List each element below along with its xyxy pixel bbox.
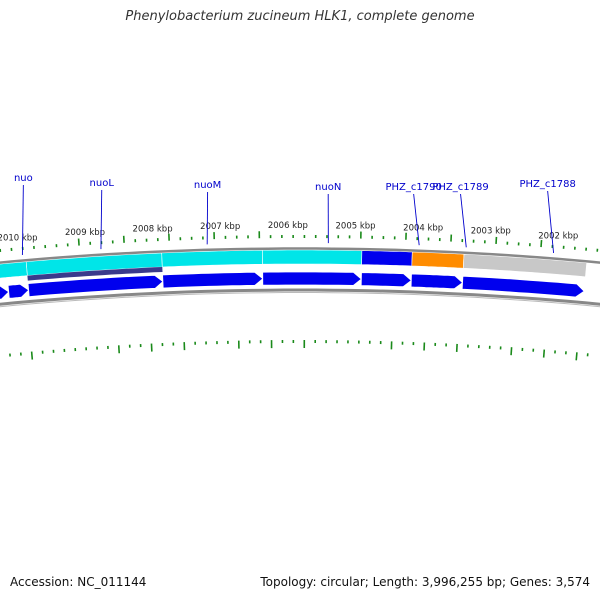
- kbp-label: 2004 kbp: [403, 223, 443, 233]
- kbp-label: 2007 kbp: [200, 222, 240, 232]
- outer-track-segment: [262, 249, 363, 265]
- gene-label: nuoM: [194, 180, 221, 191]
- outer-track-segment: [462, 253, 588, 278]
- gene-label-leader: [413, 193, 420, 246]
- gene-arrow: [162, 271, 264, 289]
- kbp-label: 2006 kbp: [268, 221, 308, 231]
- gene-label-leader: [547, 190, 555, 254]
- gene-arrow: [461, 275, 585, 298]
- gene-label-leader: [21, 184, 24, 256]
- gene-arrow: [262, 271, 362, 286]
- backbone: [0, 247, 600, 308]
- inner-underlay: [27, 267, 163, 281]
- outer-track-segment: [361, 250, 413, 267]
- underlay-segment: [27, 267, 163, 281]
- accession-text: Accession: NC_011144: [10, 575, 147, 589]
- kbp-label: 2003 kbp: [471, 227, 511, 237]
- kbp-label: 2005 kbp: [336, 221, 376, 231]
- outer-track-segment: [411, 251, 465, 269]
- gene-arrow: [410, 273, 464, 290]
- gc-tick: [575, 352, 578, 361]
- gc-tick: [540, 239, 543, 248]
- kbp-label: 2002 kbp: [538, 231, 578, 241]
- gc-tick: [510, 347, 513, 356]
- gene-arrow: [27, 274, 164, 298]
- map-title: Phenylobacterium zucineum HLK1, complete…: [125, 9, 475, 24]
- kbp-label: 2009 kbp: [65, 228, 105, 238]
- gene-label-leader: [460, 193, 467, 248]
- topology-text: Topology: circular; Length: 3,996,255 bp…: [260, 575, 590, 589]
- outer-track: [0, 249, 588, 279]
- kbp-labels: 2010 kbp 2009 kbp 2008 kbp 2007 kbp 2006 kbp…: [0, 221, 578, 243]
- gc-skew-ticks: [0, 231, 599, 361]
- kbp-label: 2008 kbp: [133, 224, 173, 234]
- gene-label: PHZ_c1790: [385, 182, 441, 193]
- outer-track-segment: [161, 249, 263, 268]
- gc-tick: [30, 351, 34, 360]
- gene-label: PHZ_c1788: [519, 179, 575, 190]
- outer-track-segment: [0, 261, 28, 279]
- kbp-label: 2010 kbp: [0, 233, 38, 243]
- gene-label: nuoN: [315, 182, 341, 193]
- gene-label-leader: [100, 189, 103, 250]
- gene-arrow: [360, 272, 412, 288]
- backbone-outer-line: [0, 247, 600, 264]
- gene-arrow: [7, 283, 30, 299]
- gene-track: [0, 271, 585, 300]
- gene-label: PHZ_c1789: [432, 182, 488, 193]
- backbone-inner-line: [0, 288, 600, 306]
- gene-arrow: [0, 285, 10, 300]
- gc-tick: [542, 349, 546, 358]
- gene-label: nuo: [14, 173, 33, 184]
- gene-label: nuoL: [90, 178, 115, 189]
